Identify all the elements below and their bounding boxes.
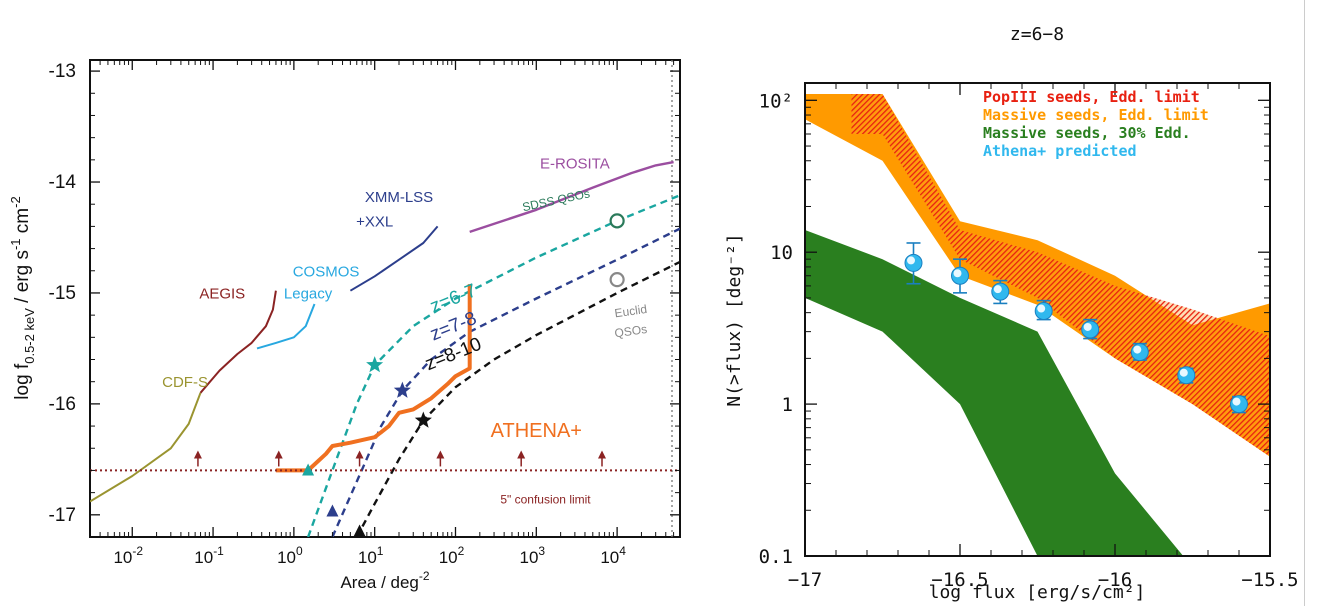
annotation-aegis: AEGIS — [199, 286, 245, 303]
triangle-marker — [302, 463, 315, 476]
series-xmm-lss-xxl — [349, 225, 439, 292]
predicted-point-highlight — [993, 285, 1002, 294]
circle-marker — [609, 272, 625, 288]
right-plot-frame — [804, 82, 1271, 557]
upper-limit-arrow-head — [274, 450, 283, 459]
upper-limit-arrow-head — [193, 450, 202, 459]
star-marker — [366, 356, 384, 373]
x-tick-label: −17 — [788, 569, 822, 591]
series-z-7-8 — [331, 227, 680, 537]
y-tick-label: -15 — [49, 283, 76, 304]
star-marker — [393, 381, 411, 398]
predicted-point-highlight — [1133, 345, 1142, 354]
series-athena — [275, 284, 472, 473]
series-cdf-s — [90, 392, 202, 503]
upper-limit-arrow-head — [597, 450, 606, 459]
circle-marker — [609, 213, 625, 229]
y-tick-label: -13 — [49, 61, 76, 82]
series-cosmos-legacy — [256, 303, 316, 350]
x-tick-label: 101 — [358, 544, 384, 567]
y-tick-label: -14 — [49, 172, 77, 193]
x-tick-label: 103 — [520, 544, 546, 567]
annotation-legacy: Legacy — [284, 286, 333, 303]
x-tick-label: 100 — [277, 544, 303, 567]
right-chart: z=6−8 −17 −16.5 −16 −15.5 0.1 1 10 10² PopIII s… — [724, 24, 1299, 603]
right-y-axis-label: N(>flux) [deg⁻²] — [724, 233, 745, 406]
legend-entry-popiii-seeds-edd-limit: PopIII seeds, Edd. limit — [983, 88, 1200, 106]
predicted-point-highlight — [1179, 368, 1188, 377]
annotation-cosmos: COSMOS — [293, 263, 360, 280]
y-tick-label: 10 — [770, 242, 793, 264]
annotation-euclid: Euclid — [614, 302, 648, 320]
right-chart-title: z=6−8 — [1010, 24, 1064, 45]
band-massive-seeds-30-edd — [805, 230, 1184, 556]
annotation-e-rosita: E-ROSITA — [540, 156, 610, 173]
x-tick-label: 10-2 — [113, 544, 143, 567]
annotation-athena: ATHENA+ — [491, 420, 582, 442]
left-y-axis-label: log f0.5-2 keV / erg s-1 cm-2 — [8, 196, 37, 399]
x-tick-label: −16.5 — [931, 569, 988, 591]
left-chart: 10-2 10-1 100 101 102 103 104 -13 -14 -15 -16 -17 E… — [8, 59, 681, 592]
predicted-point-highlight — [1232, 397, 1241, 406]
legend-entry-athena-predicted: Athena+ predicted — [983, 142, 1137, 160]
annotation-5-confusion-limit: 5" confusion limit — [500, 493, 591, 507]
left-x-axis-label: Area / deg-2 — [340, 569, 429, 592]
upper-limit-arrow-head — [355, 450, 364, 459]
panel-divider — [1304, 0, 1305, 606]
band-popiii-seeds-edd-limit — [851, 94, 1270, 457]
x-tick-label: −16 — [1098, 569, 1132, 591]
triangle-marker — [326, 504, 339, 517]
predicted-point-highlight — [907, 256, 915, 265]
y-tick-label: 10² — [759, 90, 793, 112]
predicted-point-highlight — [1037, 304, 1046, 313]
predicted-point-highlight — [953, 269, 962, 278]
legend-entry-massive-seeds-30-edd: Massive seeds, 30% Edd. — [983, 124, 1191, 142]
right-x-axis-label: log flux [erg/s/cm²] — [929, 582, 1146, 603]
x-tick-label: 104 — [600, 544, 626, 567]
y-tick-label: 1 — [782, 394, 793, 416]
annotation-xmm-lss: XMM-LSS — [365, 189, 433, 206]
annotation-cdf-s: CDF-S — [162, 374, 208, 391]
star-marker — [414, 411, 432, 428]
y-tick-label: -17 — [49, 505, 76, 526]
x-tick-label: −15.5 — [1241, 569, 1298, 591]
series-aegis — [199, 290, 277, 394]
predicted-point-highlight — [1083, 322, 1092, 331]
x-tick-label: 102 — [439, 544, 465, 567]
left-plot-frame — [89, 59, 681, 538]
annotation-xxl: +XXL — [356, 213, 393, 230]
upper-limit-arrow-head — [517, 450, 526, 459]
y-tick-label: 0.1 — [759, 546, 793, 568]
series-z-8-10 — [355, 260, 680, 537]
legend-entry-massive-seeds-edd-limit: Massive seeds, Edd. limit — [983, 106, 1209, 124]
annotation-qsos: QSOs — [614, 322, 648, 340]
y-tick-label: -16 — [49, 394, 76, 415]
x-tick-label: 10-1 — [194, 544, 224, 567]
series-e-rosita — [469, 160, 674, 234]
upper-limit-arrow-head — [436, 450, 445, 459]
